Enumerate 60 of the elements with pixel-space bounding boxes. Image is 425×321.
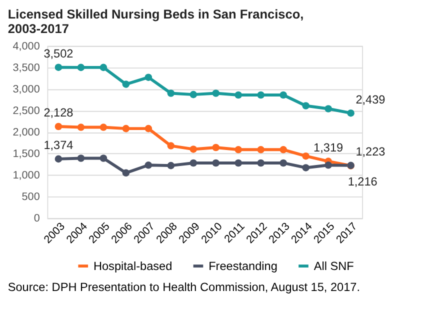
y-tick-label: 2,000 bbox=[12, 126, 40, 138]
point bbox=[54, 122, 62, 130]
point bbox=[257, 159, 264, 167]
legend-label: Freestanding bbox=[208, 258, 278, 273]
y-tick-label: 3,500 bbox=[12, 62, 40, 74]
point bbox=[122, 80, 130, 88]
data-label: 1,319 bbox=[314, 140, 344, 154]
point bbox=[167, 90, 175, 97]
point bbox=[167, 162, 175, 170]
legend-label: All SNF bbox=[314, 258, 354, 273]
point bbox=[280, 146, 287, 154]
point bbox=[167, 142, 175, 150]
point bbox=[257, 146, 264, 154]
point bbox=[280, 91, 287, 99]
point bbox=[324, 105, 332, 112]
point bbox=[190, 159, 198, 167]
point bbox=[212, 159, 220, 167]
point bbox=[324, 162, 332, 169]
data-label: 2,128 bbox=[44, 106, 74, 120]
point bbox=[280, 159, 287, 167]
point bbox=[54, 64, 62, 71]
point bbox=[302, 152, 310, 160]
point bbox=[234, 91, 242, 99]
data-label: 3,502 bbox=[44, 46, 74, 61]
point bbox=[100, 124, 108, 131]
y-tick-label: 1,500 bbox=[12, 148, 40, 160]
point bbox=[144, 162, 152, 169]
data-label: 1,374 bbox=[44, 138, 74, 152]
point bbox=[77, 64, 85, 72]
point bbox=[144, 124, 152, 132]
point bbox=[190, 90, 198, 98]
point bbox=[54, 155, 62, 163]
point bbox=[190, 146, 198, 153]
y-tick-label: 1,000 bbox=[12, 169, 40, 182]
data-label: 2,439 bbox=[356, 92, 386, 106]
point bbox=[234, 146, 242, 154]
point bbox=[77, 124, 85, 131]
point bbox=[122, 124, 130, 132]
point bbox=[302, 102, 310, 110]
point bbox=[100, 154, 108, 162]
y-tick-label: 3,000 bbox=[12, 83, 40, 96]
y-tick-label: 500 bbox=[22, 191, 40, 204]
data-label: 1,223 bbox=[356, 144, 386, 159]
chart-title: Licensed Skilled Nursing Beds in San Francisco, 2003-2017 bbox=[8, 6, 304, 36]
legend-label: Hospital-based bbox=[93, 258, 172, 273]
point bbox=[302, 164, 310, 172]
y-tick-label: 4,000 bbox=[12, 40, 40, 52]
y-tick-label: 2,500 bbox=[12, 104, 40, 117]
point bbox=[144, 74, 152, 81]
y-tick-label: 0 bbox=[34, 212, 40, 225]
data-label: 1,216 bbox=[348, 174, 378, 188]
point bbox=[100, 64, 108, 72]
point bbox=[77, 154, 85, 162]
point bbox=[257, 91, 264, 99]
point bbox=[212, 144, 220, 152]
point bbox=[122, 169, 130, 177]
point bbox=[234, 159, 242, 167]
point bbox=[212, 90, 220, 97]
source-note: Source: DPH Presentation to Health Commission, August 15, 2017. bbox=[8, 280, 360, 294]
point bbox=[347, 109, 354, 117]
